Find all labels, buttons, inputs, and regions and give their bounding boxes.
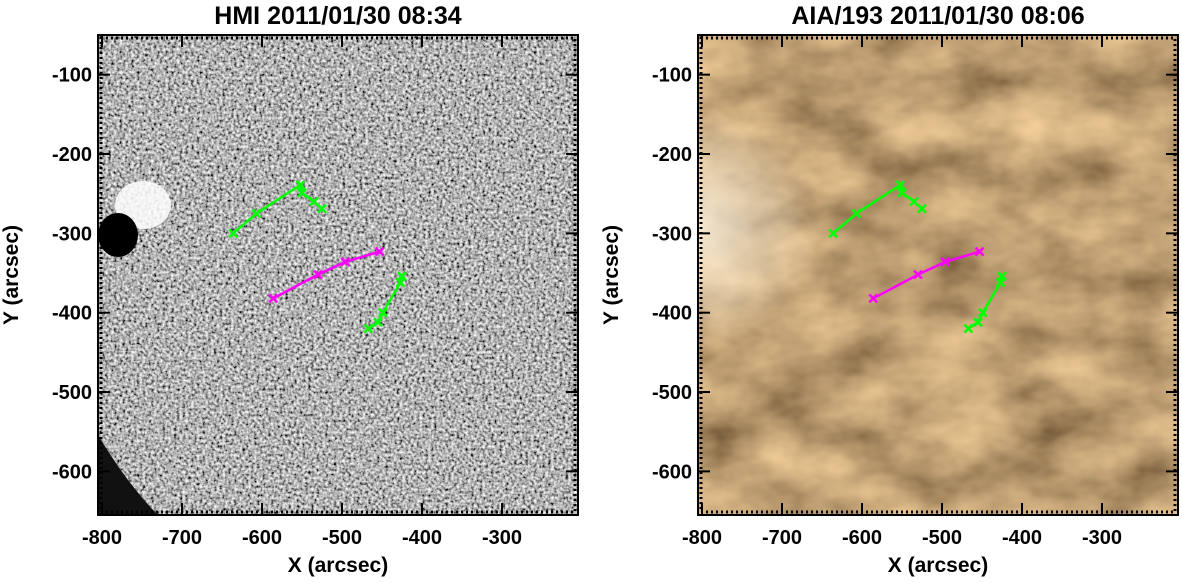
- track-marker: [977, 307, 988, 318]
- track-marker: [297, 188, 307, 198]
- track-marker: [317, 203, 327, 214]
- x-tick-label: -800: [82, 527, 122, 549]
- track-marker: [963, 323, 974, 334]
- limb-glow: [698, 35, 1178, 515]
- track-marker: [897, 188, 907, 198]
- track-line: [872, 250, 980, 300]
- y-tick-label: -300: [52, 223, 92, 245]
- y-axis-label: Y (arcsec): [0, 225, 23, 325]
- track-marker: [940, 257, 951, 267]
- track-marker: [340, 257, 351, 267]
- plot-area: [98, 35, 578, 515]
- y-tick-label: -200: [652, 144, 692, 166]
- track-marker: [268, 293, 279, 304]
- x-tick-label: -600: [242, 527, 282, 549]
- sunspot-black: [98, 213, 138, 257]
- y-axis-label: Y (arcsec): [600, 225, 623, 325]
- track-marker: [313, 269, 323, 280]
- x-tick-label: -400: [402, 527, 442, 549]
- track-marker: [997, 271, 1007, 282]
- track-marker: [374, 246, 385, 257]
- x-axis-label: X (arcsec): [888, 554, 988, 577]
- x-tick-label: -500: [922, 527, 962, 549]
- off-limb: [98, 435, 158, 515]
- track-marker: [913, 269, 923, 280]
- track-marker: [828, 228, 839, 239]
- x-tick-label: -600: [842, 527, 882, 549]
- y-tick-label: -500: [52, 382, 92, 404]
- frame: [697, 34, 1179, 516]
- chart-title: AIA/193 2011/01/30 08:06: [791, 2, 1084, 30]
- x-tick-label: -300: [1082, 527, 1122, 549]
- magnetogram-image: [98, 35, 578, 515]
- track-marker: [973, 317, 983, 328]
- track-marker: [309, 196, 319, 207]
- y-tick-label: -100: [652, 65, 692, 87]
- track-marker: [868, 293, 879, 304]
- y-tick-label: -600: [52, 461, 92, 483]
- track-marker: [397, 271, 407, 282]
- track-marker: [851, 208, 862, 219]
- track-marker: [295, 180, 306, 190]
- track-marker: [377, 307, 388, 318]
- y-tick-label: -300: [652, 223, 692, 245]
- y-tick-label: -400: [652, 303, 692, 325]
- x-tick-label: -700: [162, 527, 202, 549]
- y-tick-label: -400: [52, 303, 92, 325]
- track-marker: [373, 317, 383, 328]
- y-tick-label: -100: [52, 65, 92, 87]
- track-marker: [251, 208, 262, 219]
- frame-dots: [99, 36, 577, 514]
- x-tick-label: -700: [762, 527, 802, 549]
- plot-area: [698, 35, 1178, 515]
- track-marker: [974, 246, 985, 257]
- track-marker: [917, 203, 927, 214]
- x-tick-label: -800: [682, 527, 722, 549]
- y-tick-label: -600: [652, 461, 692, 483]
- track-marker: [363, 323, 374, 334]
- frame-dots: [699, 36, 1177, 514]
- x-tick-label: -400: [1002, 527, 1042, 549]
- y-tick-label: -200: [52, 144, 92, 166]
- chart-title: HMI 2011/01/30 08:34: [214, 2, 461, 30]
- y-tick-label: -500: [652, 382, 692, 404]
- track-marker: [909, 196, 919, 207]
- track-line: [272, 250, 380, 300]
- track-marker: [228, 228, 239, 239]
- x-axis-label: X (arcsec): [288, 554, 388, 577]
- panel: -800 -700 -600 -500 -400 -300 -600 -500 -400 -300…: [0, 2, 579, 577]
- x-tick-label: -300: [482, 527, 522, 549]
- x-tick-label: -500: [322, 527, 362, 549]
- panel: -800 -700 -600 -500 -400 -300 -600 -500 -400 -300…: [600, 2, 1179, 577]
- track-marker: [895, 180, 906, 190]
- frame: [97, 34, 579, 516]
